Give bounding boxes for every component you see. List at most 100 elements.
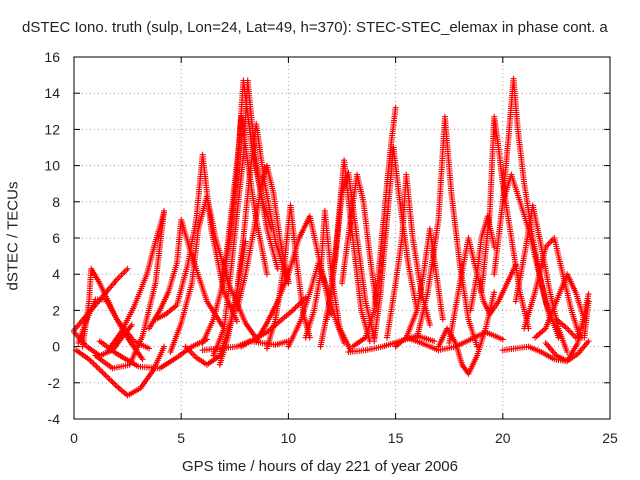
data-point [86,346,88,348]
series-39 [532,271,588,341]
data-point [373,340,375,342]
data-point [154,241,157,243]
data-point [94,355,97,357]
series-4 [79,265,152,352]
data-point [341,282,343,284]
series-28 [384,171,433,341]
data-point [429,324,431,326]
series-25 [339,171,380,308]
data-point [450,192,452,194]
data-point [229,273,232,275]
data-point [283,264,285,266]
data-point [255,123,257,125]
data-point [575,336,577,339]
data-point [519,201,521,203]
data-point [139,387,142,389]
data-point [219,347,221,350]
series-27 [371,144,420,345]
data-point [502,349,504,351]
data-point [212,318,214,321]
data-point [111,367,114,369]
data-point [555,355,558,357]
data-point [386,219,388,221]
data-point [324,210,326,212]
data-point [502,201,504,203]
data-point [236,320,238,322]
data-point [127,268,129,270]
data-point [262,177,264,179]
data-point [176,304,178,306]
data-point [429,228,431,230]
data-point [566,327,568,330]
data-point [527,346,530,348]
data-point [223,273,225,275]
data-point [90,268,92,270]
data-point [180,219,182,221]
data-point [289,204,292,207]
data-point [575,291,577,293]
data-point [517,128,519,130]
data-point [545,300,547,302]
data-point [309,291,311,293]
data-point [214,237,217,239]
series-35 [491,75,553,323]
series-43 [403,329,506,354]
data-point [326,288,328,290]
data-point [347,172,350,174]
series-18 [199,338,292,354]
data-point [356,237,358,239]
data-point [562,273,564,275]
data-point [352,346,354,348]
data-point [587,300,590,302]
data-point [131,324,133,326]
data-point [390,141,392,143]
series-41 [542,338,592,365]
series-markers [302,207,354,354]
data-point [116,279,118,281]
data-point [309,336,311,339]
data-point [154,318,157,321]
data-point [515,347,517,350]
data-point [557,327,560,330]
data-point [480,237,482,239]
data-point [116,385,118,388]
data-point [75,349,77,351]
data-point [191,282,193,284]
y-tick-label: 10 [44,158,60,174]
data-point [349,219,352,221]
data-point [274,344,277,346]
series-42 [553,298,592,341]
series-30 [414,113,481,350]
data-point [510,174,512,176]
data-point [251,146,253,149]
data-point [202,349,204,351]
data-point [238,143,240,145]
data-point [577,353,579,355]
data-point [221,286,223,288]
data-point [272,192,274,194]
data-point [480,291,482,293]
data-point [146,273,148,275]
data-point [401,237,403,239]
data-point [549,291,551,293]
data-point [159,367,161,369]
data-point [116,318,118,321]
data-point [416,335,418,337]
data-point [195,219,197,221]
data-point [266,347,268,350]
data-point [587,340,590,342]
data-point [566,360,568,362]
data-point [442,318,444,321]
data-point [255,340,257,342]
series-markers [414,113,481,350]
series-8 [146,216,228,332]
data-point [555,300,558,302]
data-point [262,201,264,203]
data-point [206,195,208,197]
data-point [382,228,384,230]
data-point [356,174,358,176]
data-point [512,78,515,80]
data-point [476,355,478,357]
y-tick-label: -2 [48,375,61,391]
data-point [129,340,131,342]
